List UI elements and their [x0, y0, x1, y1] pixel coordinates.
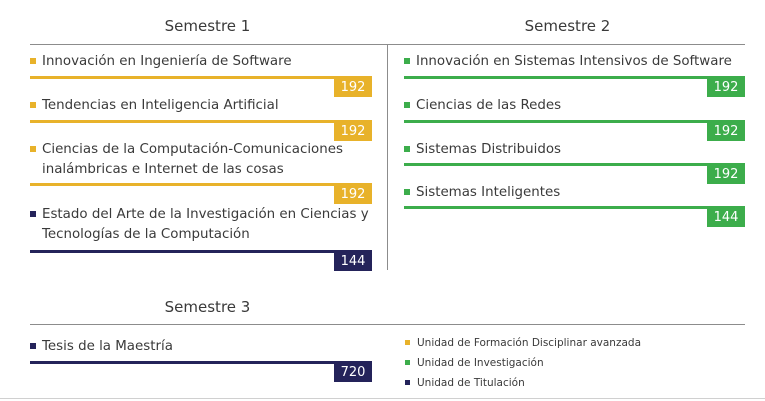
- course-underline: [30, 183, 372, 186]
- course-title-line-1: Estado del Arte de la Investigación en C…: [42, 207, 369, 222]
- course-ciencias-redes: Ciencias de las Redes: [404, 96, 749, 116]
- course-underline: [404, 120, 745, 123]
- credits-badge: 192: [707, 123, 745, 141]
- course-title-line-2: inalámbricas e Internet de las cosas: [42, 162, 284, 177]
- course-sistemas-distribuidos: Sistemas Distribuidos: [404, 140, 749, 160]
- unit-bullet: [404, 102, 410, 108]
- course-title: Sistemas Inteligentes: [416, 185, 561, 200]
- unit-bullet: [404, 58, 410, 64]
- legend-label: Unidad de Titulación: [417, 377, 525, 389]
- course-innovacion-sistemas-intensivos: Innovación en Sistemas Intensivos de Sof…: [404, 52, 749, 72]
- legend-bullet: [405, 380, 410, 385]
- unit-bullet: [404, 146, 410, 152]
- legend-item-formacion-disciplinar: Unidad de Formación Disciplinar avanzada: [405, 336, 641, 350]
- course-title-line-1: Ciencias de la Computación-Comunicacione…: [42, 142, 343, 157]
- course-tesis-maestria: Tesis de la Maestría: [30, 337, 375, 357]
- course-tendencias-ia: Tendencias en Inteligencia Artificial: [30, 96, 375, 116]
- course-innovacion-ingenieria-software: Innovación en Ingeniería de Software: [30, 52, 375, 72]
- course-title: Ciencias de las Redes: [416, 98, 562, 113]
- course-sistemas-inteligentes: Sistemas Inteligentes: [404, 183, 749, 203]
- credits-badge: 192: [334, 186, 372, 204]
- legend-label: Unidad de Formación Disciplinar avanzada: [417, 337, 642, 349]
- course-underline: [404, 163, 745, 166]
- semester-3-header-rule: [30, 324, 745, 325]
- course-estado-del-arte: Estado del Arte de la Investigación en C…: [30, 205, 375, 245]
- legend-bullet: [405, 360, 410, 365]
- course-ciencias-computacion: Ciencias de la Computación-Comunicacione…: [30, 140, 375, 180]
- legend-item-investigacion: Unidad de Investigación: [405, 356, 544, 370]
- legend-bullet: [405, 340, 410, 345]
- credits-badge: 192: [707, 166, 745, 184]
- unit-bullet: [30, 102, 36, 108]
- unit-bullet: [30, 211, 36, 217]
- semester-3-title: Semestre 3: [164, 298, 251, 316]
- unit-bullet: [404, 189, 410, 195]
- course-title: Tendencias en Inteligencia Artificial: [42, 98, 279, 113]
- course-underline: [30, 250, 372, 253]
- course-title: Tesis de la Maestría: [42, 339, 173, 354]
- course-title: Innovación en Ingeniería de Software: [42, 54, 292, 69]
- bottom-divider: [0, 398, 765, 399]
- unit-bullet: [30, 343, 36, 349]
- legend-item-titulacion: Unidad de Titulación: [405, 376, 525, 390]
- credits-badge: 144: [334, 253, 372, 271]
- course-underline: [404, 206, 745, 209]
- course-title-line-2: Tecnologías de la Computación: [42, 227, 250, 242]
- unit-bullet: [30, 58, 36, 64]
- semester-2-title: Semestre 2: [524, 17, 611, 35]
- course-title: Sistemas Distribuidos: [416, 142, 562, 157]
- course-underline: [30, 120, 372, 123]
- credits-badge: 144: [707, 209, 745, 227]
- credits-badge: 192: [334, 123, 372, 141]
- credits-badge: 720: [334, 364, 372, 382]
- course-underline: [404, 76, 745, 79]
- credits-badge: 192: [334, 79, 372, 97]
- course-title: Innovación en Sistemas Intensivos de Sof…: [416, 54, 732, 69]
- legend-label: Unidad de Investigación: [417, 357, 544, 369]
- unit-bullet: [30, 146, 36, 152]
- course-underline: [30, 361, 372, 364]
- course-underline: [30, 76, 372, 79]
- semester-divider: [387, 44, 388, 270]
- semester-1-title: Semestre 1: [164, 17, 251, 35]
- credits-badge: 192: [707, 79, 745, 97]
